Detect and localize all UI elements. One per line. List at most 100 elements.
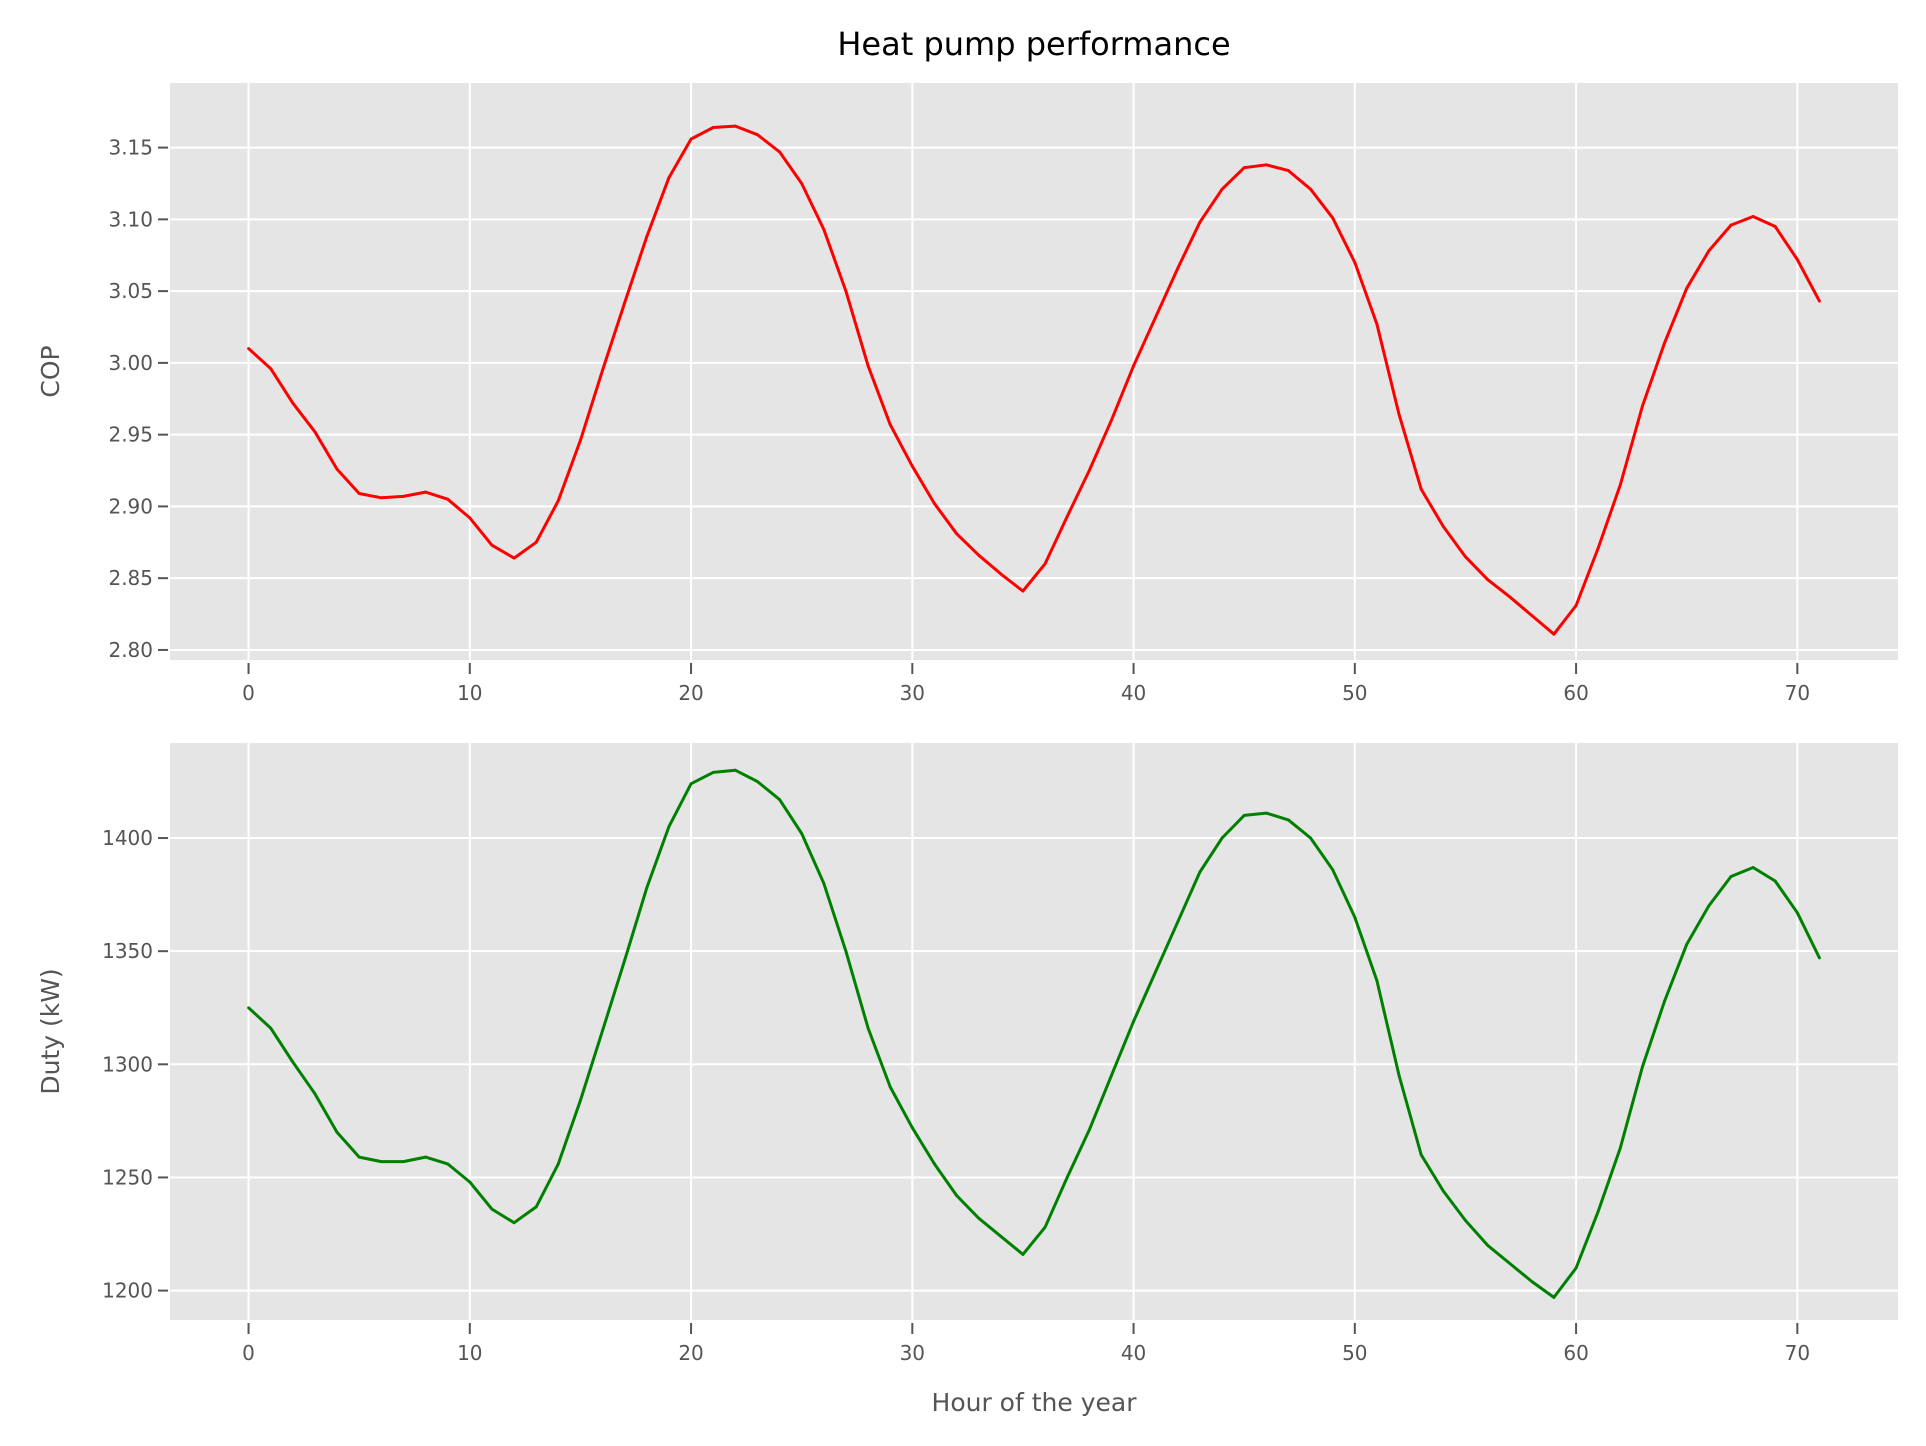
cop-data-point [733,124,737,128]
duty-data-point [1685,942,1689,946]
cop-data-point [579,438,582,442]
cop-data-point [955,532,958,536]
duty-x-tick-label: 30 [900,1341,925,1365]
cop-data-point [1486,578,1489,582]
cop-data-point [756,133,759,137]
cop-x-tick-label: 70 [1785,681,1810,705]
cop-data-point [1154,315,1158,319]
duty-data-point [534,1205,538,1209]
cop-data-point [1110,418,1113,422]
cop-data-point [1596,546,1600,550]
cop-plot-area [170,83,1898,660]
cop-data-point [1087,469,1091,472]
cop-x-tick-label: 60 [1563,681,1588,705]
duty-data-point [1596,1209,1600,1213]
duty-data-point [1795,911,1799,915]
cop-data-point [1729,223,1733,227]
duty-data-point [357,1155,361,1159]
cop-panel: 0 10 20 30 40 50 60 70 2.80 2.85 2.90 2.95 3.00 3.05 3… [36,83,1898,705]
duty-x-tick-label: 20 [678,1341,703,1365]
duty-data-point [269,1026,273,1030]
duty-data-point [1486,1243,1489,1247]
duty-x-tick-label: 0 [242,1341,255,1365]
duty-data-point [1309,836,1312,840]
duty-data-point [623,958,627,962]
duty-data-point [1220,836,1224,840]
duty-data-point [1707,904,1711,908]
duty-x-tick-label: 70 [1785,1341,1810,1365]
duty-data-point [1751,866,1755,869]
duty-data-point [512,1221,516,1225]
cop-data-point [1773,225,1777,228]
duty-data-point [711,771,715,774]
duty-data-point [1552,1295,1556,1299]
duty-data-point [1043,1225,1047,1229]
cop-data-point [1176,266,1180,270]
duty-data-point [888,1085,892,1089]
duty-data-point [490,1207,494,1211]
duty-data-point [335,1130,339,1134]
cop-data-point [689,137,693,141]
cop-data-point [1663,341,1666,345]
cop-x-tick-label: 20 [678,681,703,705]
duty-data-point [778,798,781,801]
duty-data-point [955,1194,958,1197]
cop-data-point [1685,286,1689,290]
duty-data-point [1132,1019,1135,1023]
cop-data-point [335,467,339,471]
duty-data-point [733,768,737,772]
cop-data-point [512,556,516,560]
cop-x-tick-label: 0 [242,681,255,705]
duty-data-point [1397,1074,1401,1078]
duty-data-point [910,1126,914,1130]
duty-data-point [1375,979,1379,982]
cop-data-point [1375,322,1379,326]
cop-data-point [910,464,914,468]
cop-data-point [1464,555,1467,559]
duty-x-tick-label: 60 [1563,1341,1588,1365]
cop-data-point [1353,261,1357,264]
duty-data-point [933,1162,936,1166]
duty-data-point [645,886,649,890]
duty-y-axis-label: Duty (kW) [36,968,65,1094]
cop-data-point [1242,166,1246,170]
cop-x-tick-label: 30 [900,681,925,705]
duty-data-point [1198,870,1202,874]
cop-data-point [1641,404,1644,408]
duty-data-point [689,782,693,786]
cop-data-point [556,499,560,503]
duty-data-point [1110,1074,1113,1078]
cop-data-point [424,490,427,494]
cop-series-line [247,124,1821,636]
cop-data-point [379,496,383,500]
duty-data-point [999,1234,1003,1238]
cop-data-point [1508,595,1512,599]
cop-data-point [1441,525,1445,528]
cop-data-point [1818,299,1821,303]
cop-data-point [1021,589,1025,593]
duty-y-tick-label: 1350 [102,939,153,963]
cop-data-point [1065,515,1069,518]
cop-data-point [1331,216,1335,220]
cop-data-point [1043,562,1047,566]
duty-data-point [1419,1153,1423,1157]
cop-x-tick-label: 40 [1121,681,1146,705]
cop-data-point [844,289,848,293]
cop-data-point [1618,483,1622,487]
duty-data-point [822,881,826,885]
duty-data-point [446,1162,450,1166]
duty-data-point [1065,1176,1069,1179]
cop-x-tick-label: 10 [457,681,482,705]
duty-data-point [1154,970,1158,973]
cop-data-point [490,543,494,547]
duty-data-point [756,780,759,783]
duty-data-point [1021,1252,1025,1256]
cop-data-point [269,367,273,371]
duty-data-point [402,1160,405,1164]
cop-data-point [1309,187,1312,191]
cop-data-point [1707,249,1711,253]
cop-data-point [402,494,405,498]
duty-data-point [844,949,848,953]
duty-data-point [667,825,671,829]
duty-plot-area [170,743,1898,1320]
